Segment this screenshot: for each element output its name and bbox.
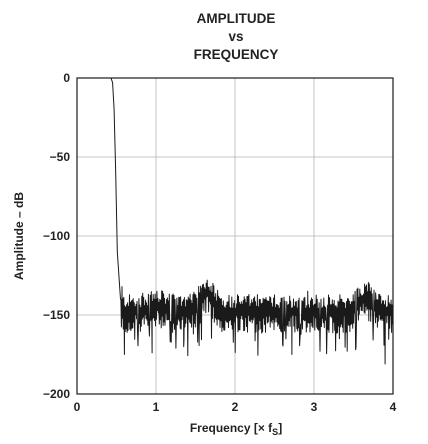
- y-tick-label: −100: [43, 229, 70, 243]
- y-axis-ticks: 0 −50 −100 −150 −200: [43, 71, 70, 401]
- y-tick-label: 0: [63, 71, 70, 85]
- x-tick-label: 3: [311, 400, 318, 414]
- x-tick-label: 1: [153, 400, 160, 414]
- y-tick-label: −50: [50, 150, 71, 164]
- x-axis-label-close: ]: [278, 421, 282, 435]
- series-line-amplitude: [77, 77, 394, 365]
- x-axis-label-sub: S: [272, 427, 278, 437]
- x-axis-label: Frequency [× fS]: [190, 421, 282, 437]
- y-tick-label: −200: [43, 387, 70, 401]
- plot-frame: [76, 77, 394, 395]
- x-axis-ticks: 0 1 2 3 4: [74, 400, 397, 414]
- chart-title: AMPLITUDE vs FREQUENCY: [194, 11, 279, 62]
- chart-title-line-2: vs: [228, 29, 243, 44]
- x-tick-label: 0: [74, 400, 81, 414]
- x-axis-label-main: Frequency [× f: [190, 421, 273, 435]
- x-tick-label: 2: [232, 400, 239, 414]
- chart-title-line-3: FREQUENCY: [194, 47, 279, 62]
- x-tick-label: 4: [390, 400, 397, 414]
- y-tick-label: −150: [43, 308, 70, 322]
- y-axis-label: Amplitude – dB: [12, 192, 26, 280]
- series-group: [77, 77, 394, 365]
- chart-title-line-1: AMPLITUDE: [197, 11, 276, 26]
